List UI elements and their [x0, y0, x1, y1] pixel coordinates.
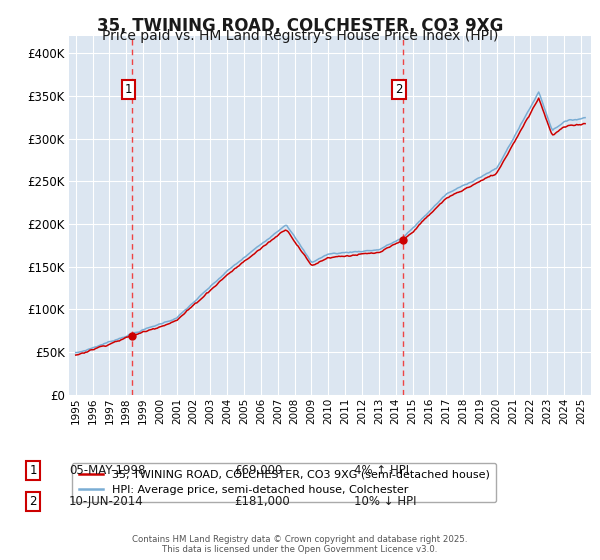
- Text: 35, TWINING ROAD, COLCHESTER, CO3 9XG: 35, TWINING ROAD, COLCHESTER, CO3 9XG: [97, 17, 503, 35]
- Text: £181,000: £181,000: [234, 494, 290, 508]
- Text: Contains HM Land Registry data © Crown copyright and database right 2025.
This d: Contains HM Land Registry data © Crown c…: [132, 535, 468, 554]
- Text: 4% ↑ HPI: 4% ↑ HPI: [354, 464, 409, 477]
- Text: 05-MAY-1998: 05-MAY-1998: [69, 464, 145, 477]
- Text: 10-JUN-2014: 10-JUN-2014: [69, 494, 144, 508]
- Text: 2: 2: [29, 494, 37, 508]
- Text: 1: 1: [125, 83, 132, 96]
- Legend: 35, TWINING ROAD, COLCHESTER, CO3 9XG (semi-detached house), HPI: Average price,: 35, TWINING ROAD, COLCHESTER, CO3 9XG (s…: [72, 463, 496, 502]
- Text: 1: 1: [29, 464, 37, 477]
- Text: £69,000: £69,000: [234, 464, 283, 477]
- Text: 10% ↓ HPI: 10% ↓ HPI: [354, 494, 416, 508]
- Text: Price paid vs. HM Land Registry's House Price Index (HPI): Price paid vs. HM Land Registry's House …: [102, 29, 498, 43]
- Text: 2: 2: [395, 83, 403, 96]
